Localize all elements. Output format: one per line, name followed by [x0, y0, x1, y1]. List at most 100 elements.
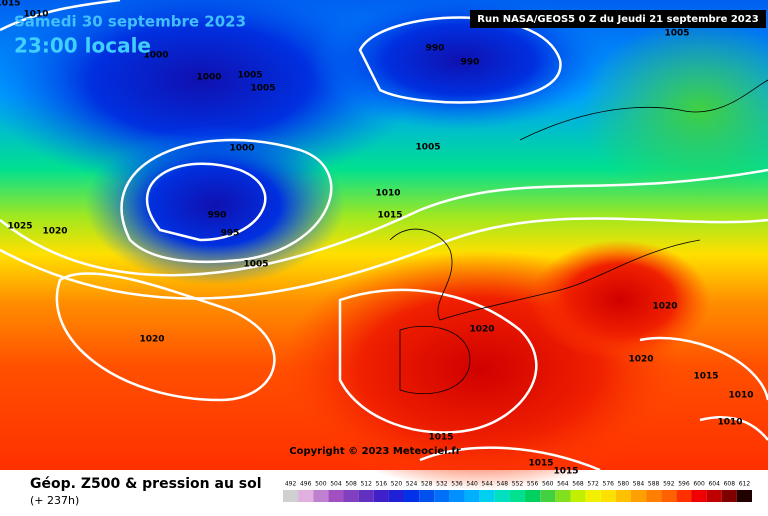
isobar-label: 1005 [243, 260, 268, 270]
scale-label: 576 [603, 481, 615, 488]
run-info-box [470, 10, 766, 28]
scale-swatch [449, 490, 465, 502]
coastlines [389, 79, 768, 395]
scale-label: 496 [300, 481, 312, 488]
footer-title: Géop. Z500 & pression au sol [30, 476, 262, 492]
copyright: Copyright © 2023 Meteociel.fr [289, 446, 460, 457]
scale-swatch [555, 490, 571, 502]
scale-swatch [721, 490, 737, 502]
isobar-label: 1015 [553, 467, 578, 477]
scale-swatch [313, 490, 329, 502]
valid-date: Samedi 30 septembre 2023 [14, 13, 246, 31]
scale-label: 520 [391, 481, 403, 488]
scale-swatch [691, 490, 707, 502]
isobar-label: 1015 [428, 433, 453, 443]
isobar-label: 1015 [528, 459, 553, 469]
scale-label: 508 [345, 481, 357, 488]
scale-label: 604 [708, 481, 720, 488]
scale-label: 612 [739, 481, 751, 488]
scale-swatch [343, 490, 359, 502]
scale-label: 552 [512, 481, 524, 488]
isobar-label: 990 [426, 44, 445, 54]
scale-label: 528 [421, 481, 433, 488]
scale-label: 548 [497, 481, 509, 488]
scale-label: 564 [557, 481, 569, 488]
isobar-labels: 1015101010001000100510059909901005100010… [0, 0, 754, 477]
scale-swatch [479, 490, 495, 502]
scale-label: 540 [466, 481, 478, 488]
isobar-label: 1020 [42, 227, 67, 237]
scale-swatch [388, 490, 405, 502]
isobar-label: 1005 [250, 84, 275, 94]
scale-swatch [540, 490, 556, 502]
lead-time: (+ 237h) [30, 494, 79, 507]
scale-label: 588 [648, 481, 660, 488]
scale-swatch [419, 490, 435, 502]
isobar-label: 1005 [664, 29, 689, 39]
scale-swatch [706, 490, 722, 502]
scale-swatch [494, 490, 510, 502]
isobar-label: 1015 [0, 0, 21, 9]
map-background [0, 0, 768, 490]
scale-label: 492 [285, 481, 297, 488]
scale-label: 512 [360, 481, 372, 488]
scale-swatch [585, 490, 601, 502]
isobar-label: 1005 [415, 143, 440, 153]
isobar-label: 1010 [23, 10, 48, 20]
isobar-label: 1020 [139, 335, 164, 345]
scale-swatch [615, 490, 631, 502]
scale-swatch [630, 490, 647, 502]
scale-swatch [298, 490, 314, 502]
scale-label: 500 [315, 481, 327, 488]
isobar-label: 1010 [375, 189, 400, 199]
scale-swatch [661, 490, 677, 502]
scale-label: 504 [330, 481, 342, 488]
scale-swatch [509, 490, 526, 502]
isobar-label: 1005 [237, 71, 262, 81]
scale-swatch [570, 490, 586, 502]
isobar-label: 995 [221, 229, 240, 239]
isobar-label: 990 [208, 211, 227, 221]
scale-label: 608 [724, 481, 736, 488]
scale-label: 580 [618, 481, 630, 488]
scale-swatch [600, 490, 616, 502]
scale-swatch [283, 490, 299, 502]
color-scale: 492 496 500 504 508 512 516 520 524 528 532 536 540 5… [283, 481, 752, 502]
scale-label: 596 [678, 481, 690, 488]
scale-swatch [646, 490, 662, 502]
isobar-label: 1010 [728, 391, 753, 401]
scale-swatch [404, 490, 420, 502]
isobar-label: 1000 [229, 144, 254, 154]
isobars [0, 0, 768, 470]
scale-swatch [525, 490, 541, 502]
scale-label: 524 [406, 481, 418, 488]
scale-label: 556 [527, 481, 539, 488]
isobar-label: 1020 [469, 325, 494, 335]
isobar-label: 1010 [717, 418, 742, 428]
scale-label: 536 [451, 481, 463, 488]
isobar-label: 1000 [196, 73, 221, 83]
scale-label: 516 [376, 481, 388, 488]
isobar-label: 990 [461, 58, 480, 68]
scale-swatch [676, 490, 692, 502]
isobar-label: 1020 [652, 302, 677, 312]
scale-label: 572 [587, 481, 599, 488]
scale-label: 592 [663, 481, 675, 488]
scale-label: 584 [633, 481, 645, 488]
scale-swatch [373, 490, 389, 502]
scale-label: 544 [482, 481, 494, 488]
scale-label: 568 [572, 481, 584, 488]
isobar-label: 1015 [377, 211, 402, 221]
isobar-label: 1020 [628, 355, 653, 365]
scale-swatch [464, 490, 480, 502]
scale-label: 600 [693, 481, 705, 488]
scale-swatch [358, 490, 374, 502]
isobar-label: 1025 [7, 222, 32, 232]
isobar-label: 1000 [143, 51, 168, 61]
scale-label: 532 [436, 481, 448, 488]
run-info: Run NASA/GEOS5 0 Z du Jeudi 21 septembre… [477, 14, 758, 25]
isobar-label: 1015 [693, 372, 718, 382]
scale-swatch [328, 490, 344, 502]
scale-label: 560 [542, 481, 554, 488]
